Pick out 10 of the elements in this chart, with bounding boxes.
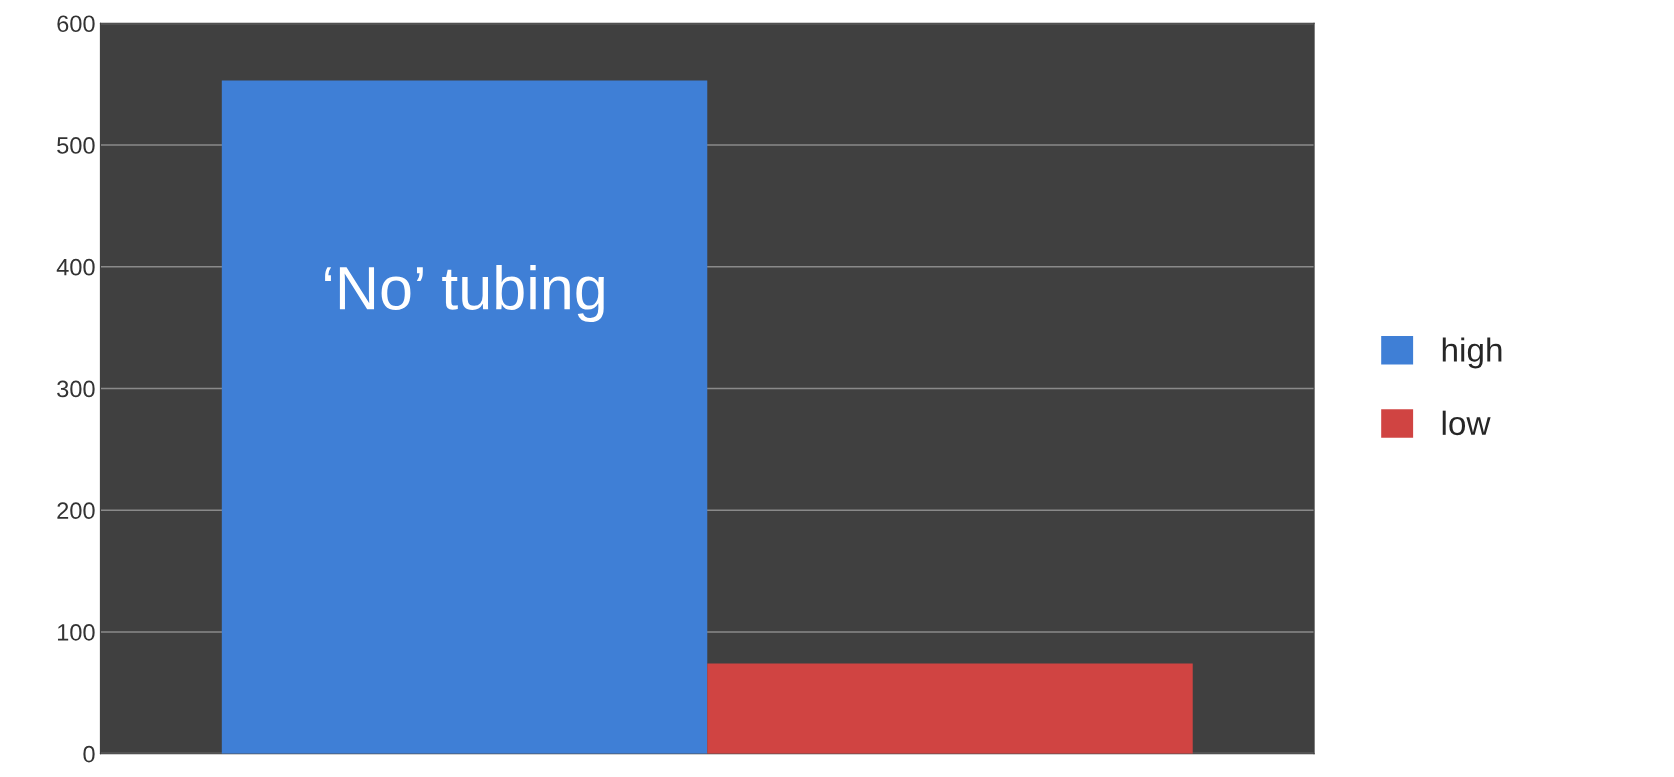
y-tick-label: 100 bbox=[57, 624, 95, 641]
y-tick-label: 400 bbox=[56, 258, 95, 276]
legend-label: high bbox=[1442, 337, 1502, 369]
y-tick-label: 500 bbox=[57, 137, 95, 154]
annotation: ‘No’ tubing bbox=[325, 265, 604, 323]
y-tick-label: 0 bbox=[83, 745, 95, 763]
y-tick-label: 200 bbox=[57, 502, 95, 520]
legend-label: low bbox=[1442, 410, 1491, 436]
y-tick-label: 300 bbox=[57, 380, 95, 398]
y-tick-label: 600 bbox=[57, 15, 95, 33]
